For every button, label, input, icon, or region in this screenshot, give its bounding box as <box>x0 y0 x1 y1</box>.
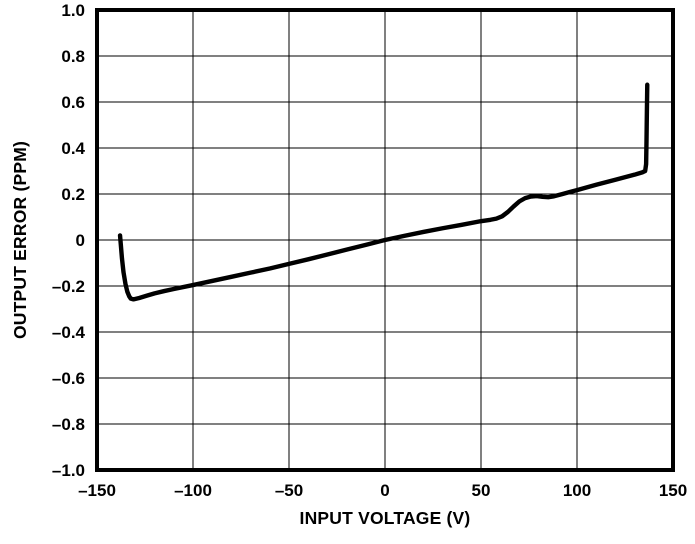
x-tick-label: 0 <box>380 481 389 500</box>
y-tick-label: –0.8 <box>52 415 85 434</box>
x-axis-title: INPUT VOLTAGE (V) <box>300 508 471 528</box>
y-tick-label: –0.4 <box>52 323 86 342</box>
y-tick-label: 0.2 <box>61 185 85 204</box>
x-axis-tick-labels: –150 –100 –50 0 50 100 150 <box>78 481 687 500</box>
y-tick-label: –1.0 <box>52 461 85 480</box>
y-tick-label: –0.6 <box>52 369 85 388</box>
x-tick-label: 50 <box>472 481 491 500</box>
y-axis-title: OUTPUT ERROR (PPM) <box>10 141 30 339</box>
y-tick-label: 0 <box>76 231 85 250</box>
horizontal-gridlines <box>97 55 673 425</box>
data-series-output-error <box>117 82 650 302</box>
y-axis-tick-labels: –1.0 –0.8 –0.6 –0.4 –0.2 0 0.2 0.4 0.6 0.8 1.0 <box>52 1 86 480</box>
x-tick-label: –100 <box>174 481 212 500</box>
y-tick-label: 1.0 <box>61 1 85 20</box>
y-tick-label: 0.8 <box>61 47 85 66</box>
x-tick-label: 100 <box>563 481 591 500</box>
y-tick-label: 0.6 <box>61 93 85 112</box>
plot-area-border <box>95 8 675 472</box>
x-tick-label: –50 <box>275 481 303 500</box>
x-tick-label: 150 <box>659 481 687 500</box>
x-tick-label: –150 <box>78 481 116 500</box>
y-tick-label: 0.4 <box>61 139 85 158</box>
y-tick-label: –0.2 <box>52 277 85 296</box>
